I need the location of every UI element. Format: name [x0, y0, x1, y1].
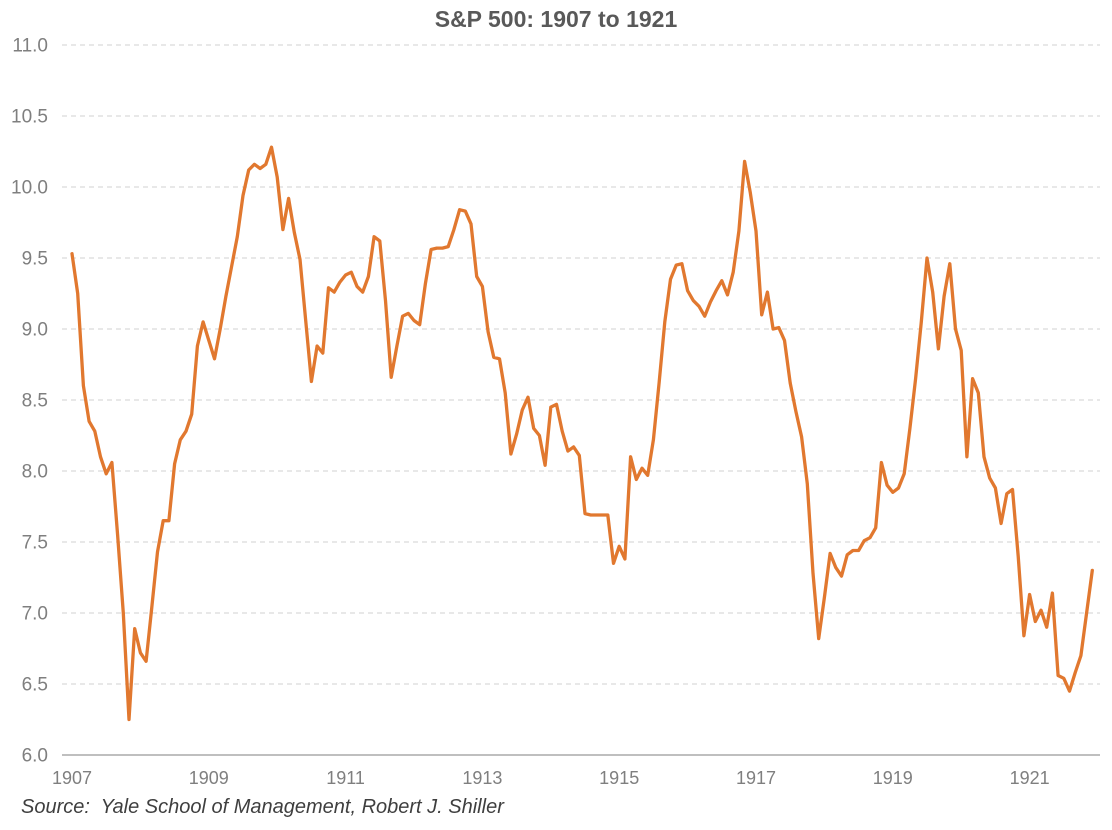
- x-tick-label: 1915: [599, 768, 639, 788]
- x-tick-label: 1907: [52, 768, 92, 788]
- y-tick-label: 11.0: [12, 36, 48, 57]
- y-tick-label: 9.0: [22, 320, 48, 341]
- y-tick-label: 6.0: [22, 746, 48, 767]
- y-tick-label: 10.5: [11, 107, 48, 128]
- y-tick-label: 8.5: [22, 391, 48, 412]
- x-tick-label: 1919: [873, 768, 913, 788]
- horizontal-gridlines: [62, 44, 1100, 685]
- x-tick-label: 1917: [736, 768, 776, 788]
- x-axis-tick-labels: 1907 1909 1911 1913 1915 1917 1919 1921: [52, 768, 1050, 788]
- y-tick-label: 7.0: [22, 604, 48, 625]
- y-tick-label: 6.5: [22, 675, 48, 696]
- y-tick-label: 10.0: [11, 178, 48, 199]
- x-tick-label: 1911: [326, 768, 365, 788]
- sp500-price-line: [70, 145, 1094, 722]
- y-tick-label: 7.5: [22, 533, 48, 554]
- source-note: Source: Yale School of Management, Rober…: [21, 796, 504, 818]
- x-tick-label: 1921: [1010, 768, 1050, 788]
- y-axis-tick-labels: 6.0 6.5 7.0 7.5 8.0 8.5 9.0 9.5 10.0 10.5 11.0: [11, 36, 48, 767]
- x-tick-label: 1913: [462, 768, 502, 788]
- y-tick-label: 8.0: [22, 462, 48, 483]
- chart-title: S&P 500: 1907 to 1921: [434, 6, 678, 32]
- y-tick-label: 9.5: [22, 249, 48, 270]
- x-tick-label: 1909: [189, 768, 229, 788]
